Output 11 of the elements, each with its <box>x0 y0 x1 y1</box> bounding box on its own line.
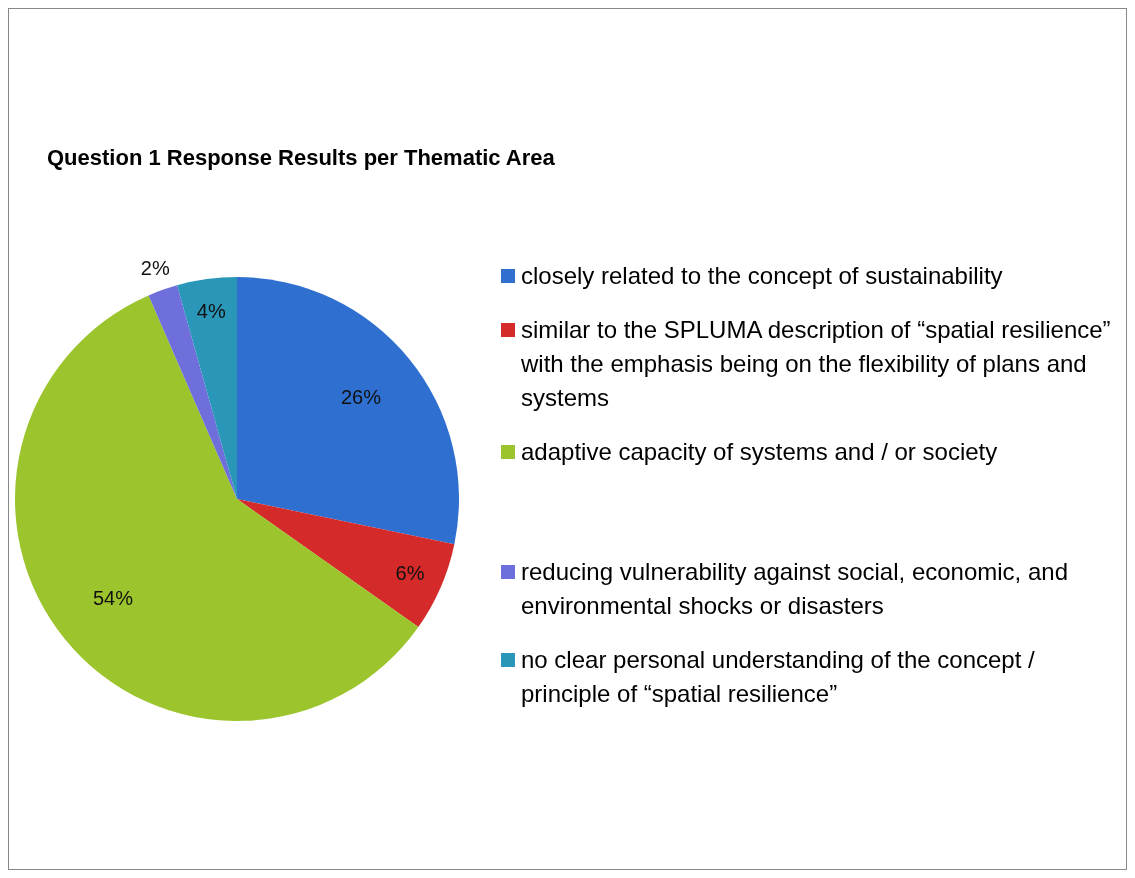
legend-label: no clear personal understanding of the concept / principle of “spatial resilience” <box>521 645 1036 709</box>
legend-label: reducing vulnerability against social, economic, and environmental shocks or disasters <box>521 557 1069 621</box>
data-label: 4% <box>196 299 226 322</box>
legend-label: adaptive capacity of systems and / or society <box>521 437 998 467</box>
legend-label: closely related to the concept of sustainability <box>521 261 1003 291</box>
data-label: 2% <box>140 256 170 279</box>
chart-title: Question 1 Response Results per Thematic Area <box>47 145 555 171</box>
legend-label: similar to the SPLUMA description of “spatial resilience” with the emphasis being on the flexibility of plans and systems <box>521 315 1112 413</box>
data-label: 26% <box>340 385 382 408</box>
data-label: 54% <box>92 587 134 610</box>
data-label: 6% <box>395 561 425 584</box>
